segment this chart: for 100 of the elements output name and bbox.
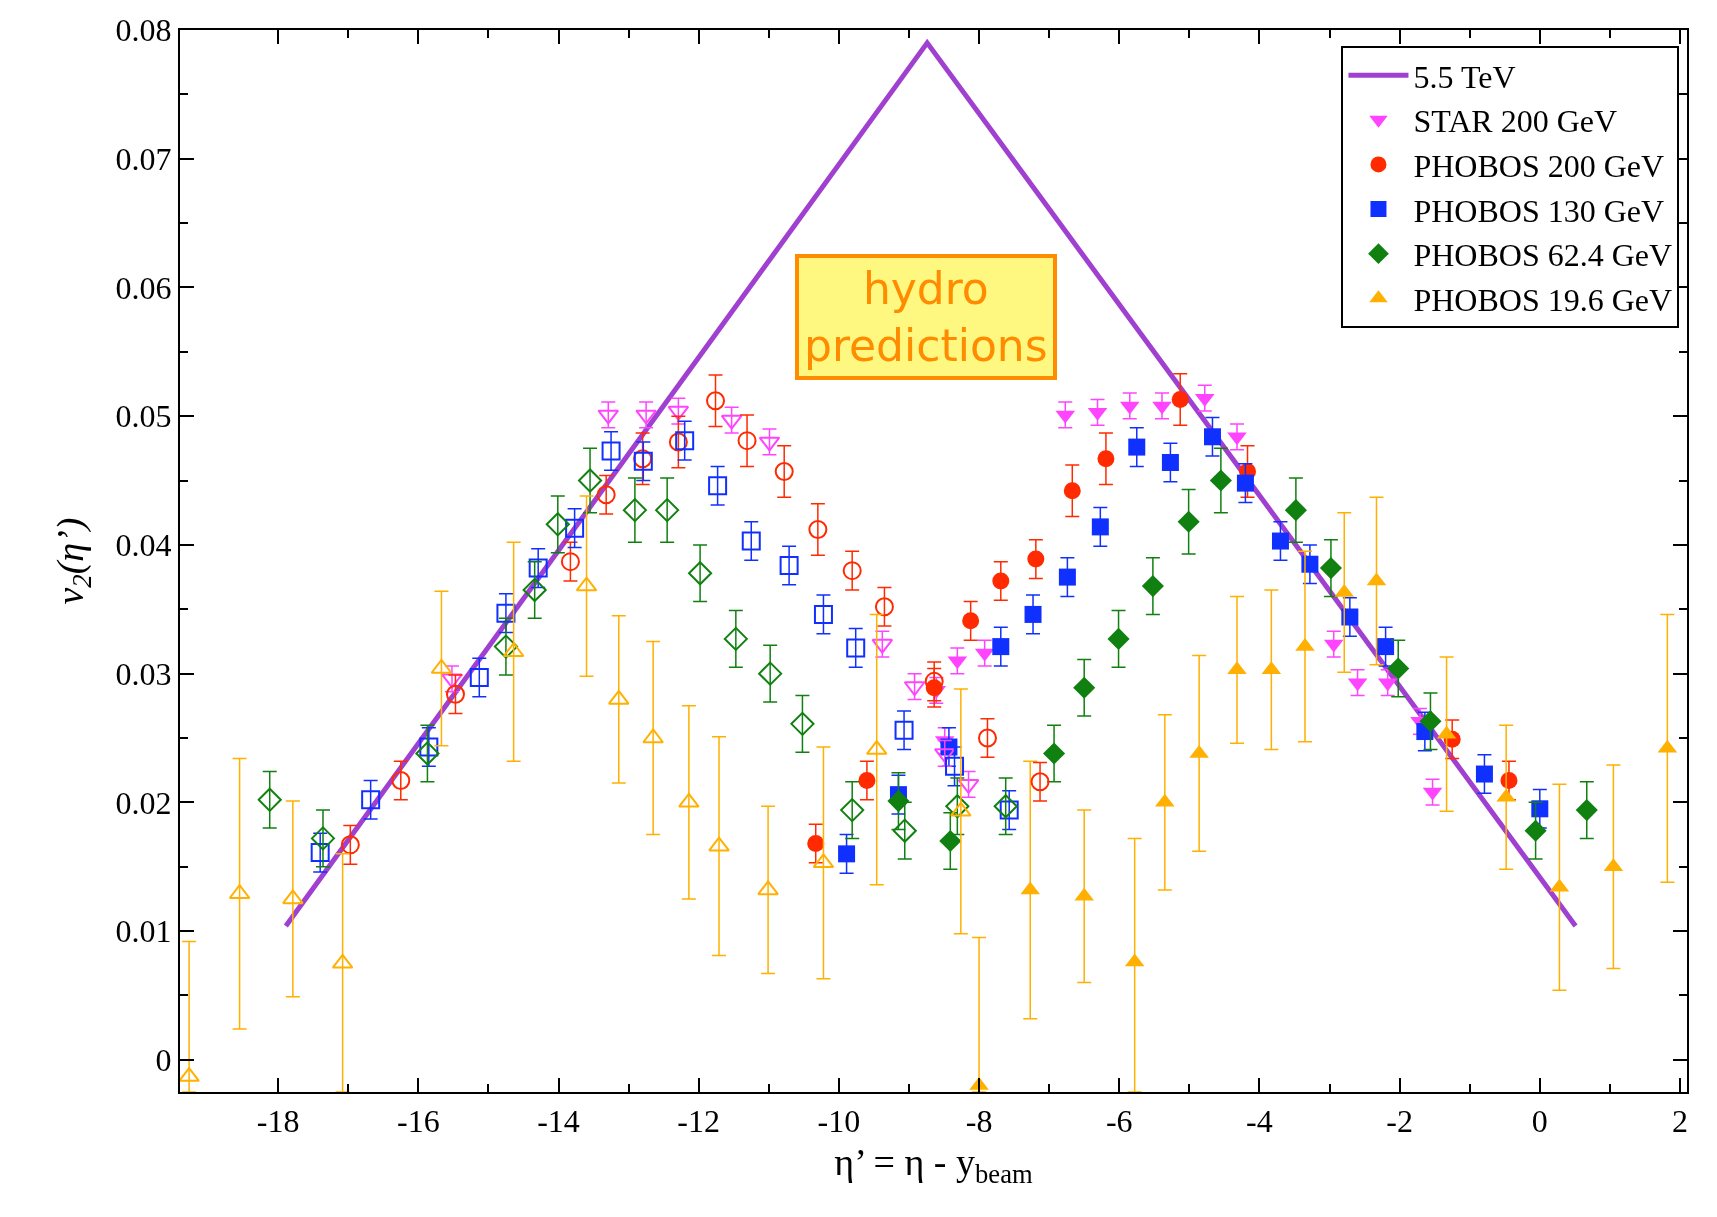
point [391,770,411,790]
point [779,556,799,576]
point [894,720,914,740]
point [723,626,748,651]
point [858,771,876,789]
y-tick-label: 0 [155,1042,172,1079]
legend-label: PHOBOS 200 GeV [1413,147,1665,184]
point [678,792,700,808]
point [962,612,980,630]
point [668,432,688,452]
point [1141,575,1164,598]
point [1284,499,1307,522]
legend-label: 5.5 TeV [1413,58,1516,95]
point [737,431,757,451]
point [655,498,680,523]
point [1227,432,1247,446]
x-tick-label: -12 [677,1103,721,1140]
legend-label: PHOBOS 62.4 GeV [1413,237,1673,274]
point [1271,532,1289,550]
point [1024,605,1042,623]
x-tick-label: -10 [817,1103,861,1140]
point [840,798,865,823]
point [950,801,972,817]
point [1097,450,1115,468]
legend-label: PHOBOS 130 GeV [1413,192,1665,229]
y-tick-label: 0.05 [115,398,172,435]
point [496,603,516,623]
point [757,880,779,896]
x-tick-label: 0 [1531,1103,1548,1140]
point [1043,742,1066,765]
point [1319,557,1342,580]
point [774,462,794,482]
point [310,826,336,851]
y-tick-label: 0.06 [115,269,172,306]
point [708,836,730,852]
point [565,518,585,538]
point [445,684,465,704]
y-tick-label: 0.04 [115,527,172,564]
point [846,638,866,658]
point [310,843,330,863]
point [180,1067,200,1082]
point [642,728,664,744]
point [688,561,713,586]
y-tick-label: 0.03 [115,655,172,692]
point [842,561,862,581]
point [577,468,603,493]
point [977,728,997,748]
point [993,794,1018,819]
point [1341,608,1359,626]
point [340,835,360,855]
point [1107,627,1130,650]
point [945,756,965,776]
x-tick-label: -4 [1246,1103,1273,1140]
point [992,638,1010,656]
point [1161,454,1179,472]
point [1531,800,1549,818]
point [1475,765,1493,783]
point [522,577,547,603]
y-tick-label: 0.07 [115,140,172,177]
point [622,498,647,523]
point [741,531,761,551]
y-tick-label: 0.02 [115,784,172,821]
point [1171,390,1189,408]
point [1073,676,1096,699]
point [790,711,815,736]
point [528,558,548,578]
point [635,409,657,425]
point [493,634,518,659]
point [838,845,856,863]
point [945,794,970,819]
x-tick-label: -6 [1105,1103,1133,1140]
point [939,829,962,853]
point [675,431,695,451]
x-tick-label: -18 [256,1103,300,1140]
legend-label: STAR 200 GeV [1413,103,1618,140]
point [1155,793,1175,807]
point [415,741,440,766]
point [1128,438,1146,456]
x-tick-label: -14 [537,1103,580,1140]
point [708,476,728,496]
point [257,787,282,812]
point [892,818,917,843]
point [1419,710,1442,733]
point [706,391,726,411]
point [1063,482,1081,500]
point [1189,744,1209,758]
point [1575,799,1598,822]
point [992,572,1010,590]
x-tick-label: -8 [965,1103,993,1140]
point [1209,469,1232,492]
point [1236,474,1254,492]
point [1058,568,1076,586]
point [1377,638,1395,656]
point [469,668,489,687]
point [282,889,304,905]
point [1027,550,1045,568]
point [807,835,825,853]
point [813,604,833,624]
point [560,552,580,572]
point [1030,772,1050,792]
